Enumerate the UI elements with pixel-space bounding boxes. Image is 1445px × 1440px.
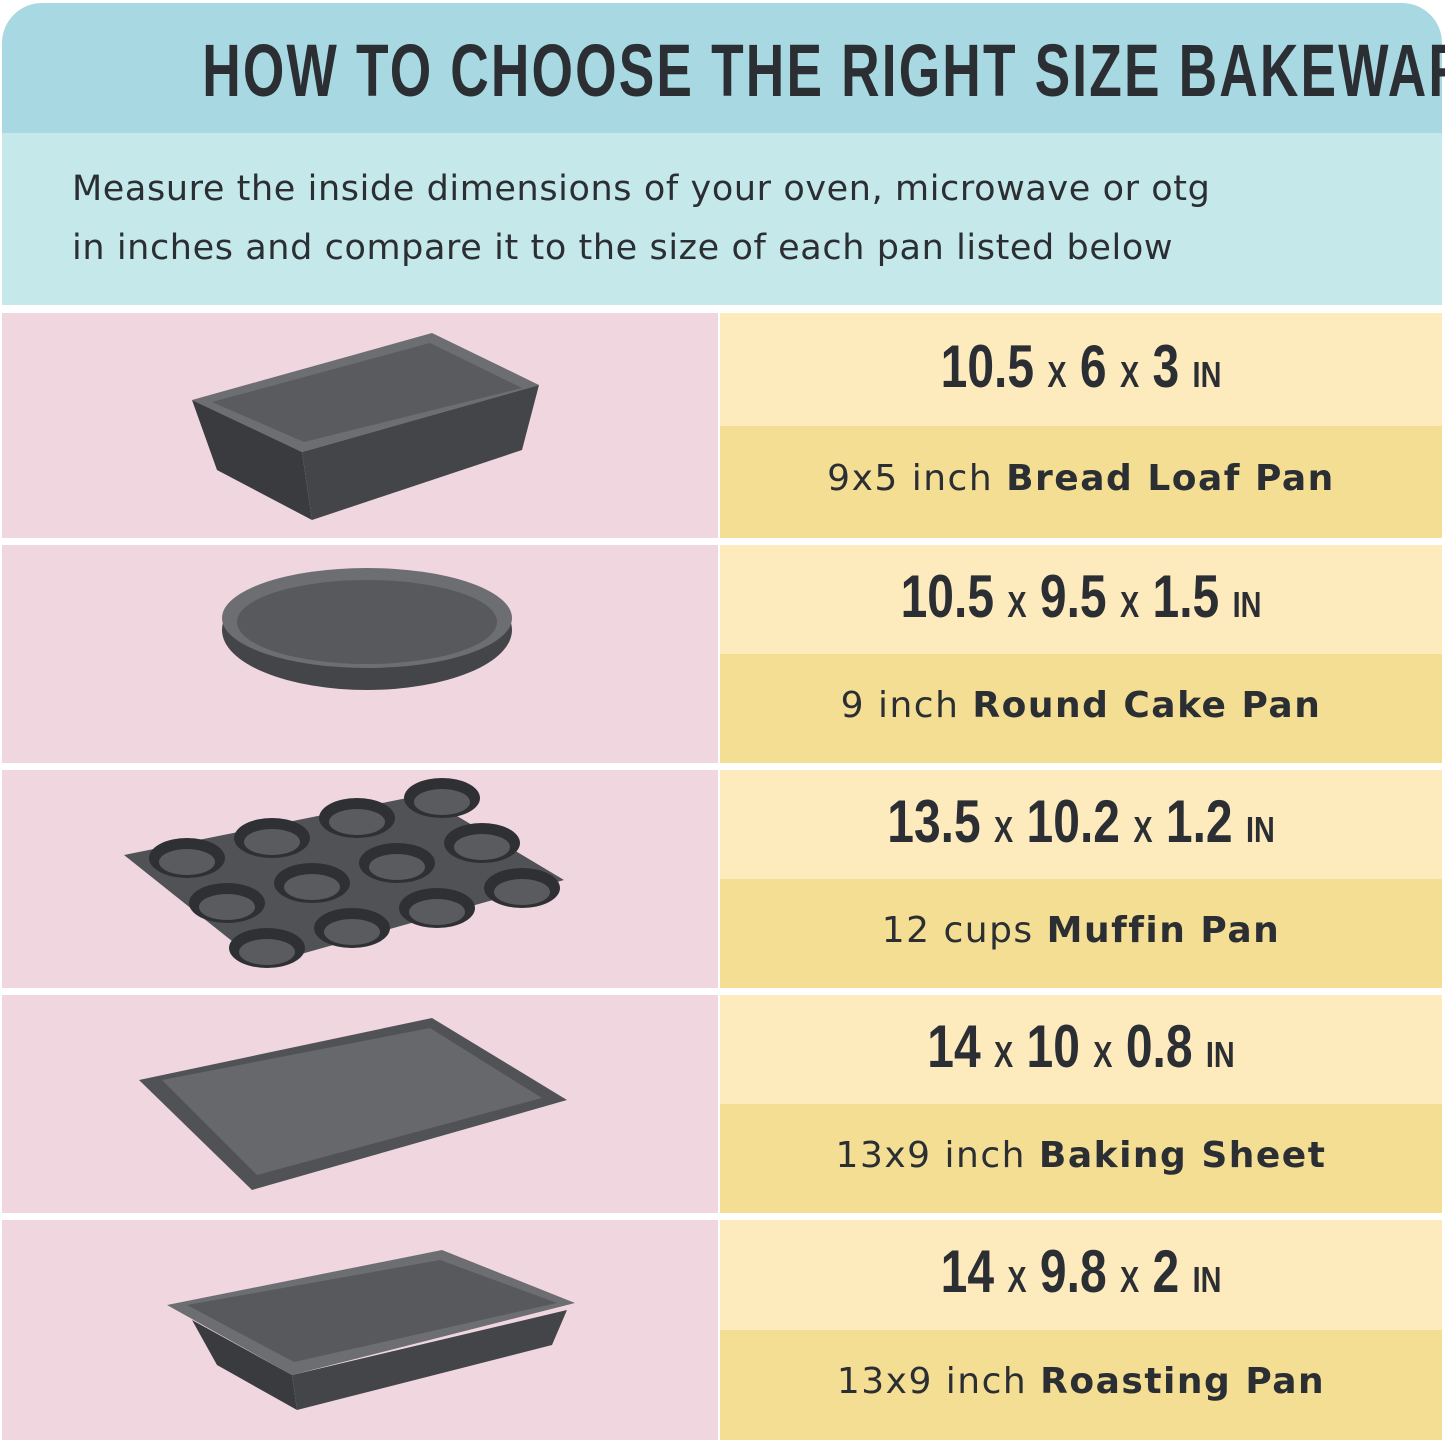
- pan-name-panel: [720, 426, 1442, 538]
- dimensions-panel: [720, 1220, 1442, 1330]
- dimension-length: 14: [940, 1238, 995, 1305]
- subheader-band: [2, 133, 1442, 305]
- pan-size: 12 cups: [881, 909, 1034, 951]
- pan-dimensions: 14 X 10 X 0.8 IN: [792, 1012, 1370, 1081]
- unit: IN: [1245, 808, 1275, 850]
- pan-name: 12 cups Muffin Pan: [720, 910, 1442, 951]
- instructions-line-2: in inches and compare it to the size of …: [72, 228, 1174, 268]
- dimension-width: 10: [1026, 1012, 1080, 1080]
- unit: IN: [1192, 353, 1222, 395]
- pan-dimensions: 10.5 X 9.5 X 1.5 IN: [792, 562, 1370, 631]
- pan-name-panel: [720, 879, 1442, 988]
- pan-dimensions: 10.5 X 6 X 3 IN: [792, 332, 1370, 401]
- unit: IN: [1192, 1259, 1222, 1300]
- dimension-length: 10.5: [940, 332, 1035, 400]
- pan-size: 13x9 inch: [835, 1134, 1026, 1176]
- separator: X: [1007, 583, 1027, 625]
- pan-dimensions: 14 X 9.8 X 2 IN: [792, 1237, 1370, 1306]
- dimension-width: 9.5: [1039, 562, 1107, 630]
- pan-name-panel: [720, 654, 1442, 763]
- dimension-height: 1.2: [1165, 787, 1233, 855]
- pan-name-panel: [720, 1104, 1442, 1213]
- roasting-pan-icon: [167, 1250, 575, 1410]
- pan-size: 9 inch: [840, 684, 960, 726]
- dimension-length: 13.5: [887, 787, 981, 855]
- dimensions-panel: [720, 313, 1442, 426]
- pan-type: Bread Loaf Pan: [1006, 458, 1335, 499]
- pan-name: 9 inch Round Cake Pan: [720, 685, 1442, 726]
- separator: X: [1047, 353, 1067, 395]
- pan-name: 9x5 inch Bread Loaf Pan: [720, 458, 1442, 499]
- separator: X: [1119, 583, 1140, 625]
- dimensions-panel: [720, 545, 1442, 654]
- unit: IN: [1232, 583, 1262, 625]
- loaf-pan-icon: [192, 333, 539, 520]
- dimension-width: 9.8: [1039, 1238, 1107, 1305]
- dimension-width: 6: [1079, 332, 1107, 400]
- separator: X: [1119, 1259, 1140, 1300]
- separator: X: [994, 808, 1014, 850]
- pan-name-panel: [720, 1330, 1442, 1440]
- muffin-pan-icon: [124, 778, 564, 968]
- dimensions-panel: [720, 770, 1442, 879]
- pan-size: 9x5 inch: [827, 458, 994, 499]
- round-cake-pan-icon: [222, 568, 512, 690]
- dimension-width: 10.2: [1026, 787, 1120, 855]
- pan-row: 14 X 10 X 0.8 IN 13x9 inch Baking Sheet: [2, 995, 1442, 1213]
- pan-name: 13x9 inch Roasting Pan: [720, 1361, 1442, 1402]
- header-band: [2, 3, 1442, 133]
- pan-type: Muffin Pan: [1046, 909, 1281, 951]
- unit: IN: [1205, 1033, 1235, 1075]
- dimension-length: 10.5: [900, 562, 995, 630]
- instructions-line-1: Measure the inside dimensions of your ov…: [72, 169, 1211, 209]
- dimension-height: 1.5: [1152, 562, 1220, 630]
- dimension-length: 14: [927, 1012, 981, 1080]
- page-title: HOW TO CHOOSE THE RIGHT SIZE BAKEWARE: [202, 29, 1445, 112]
- instructions: Measure the inside dimensions of your ov…: [72, 160, 1372, 278]
- dimensions-panel: [720, 995, 1442, 1104]
- pan-size: 13x9 inch: [836, 1361, 1028, 1402]
- baking-sheet-icon: [139, 1018, 567, 1190]
- dimension-height: 3: [1152, 332, 1180, 400]
- separator: X: [1007, 1259, 1027, 1300]
- pan-dimensions: 13.5 X 10.2 X 1.2 IN: [792, 787, 1370, 856]
- separator: X: [994, 1033, 1014, 1075]
- dimension-height: 2: [1152, 1238, 1180, 1305]
- pan-type: Baking Sheet: [1038, 1134, 1327, 1176]
- dimension-height: 0.8: [1125, 1012, 1193, 1080]
- pan-type: Roasting Pan: [1040, 1361, 1326, 1402]
- separator: X: [1133, 808, 1153, 850]
- pan-name: 13x9 inch Baking Sheet: [720, 1135, 1442, 1176]
- separator: X: [1119, 353, 1140, 395]
- pan-type: Round Cake Pan: [972, 684, 1322, 726]
- separator: X: [1093, 1033, 1113, 1075]
